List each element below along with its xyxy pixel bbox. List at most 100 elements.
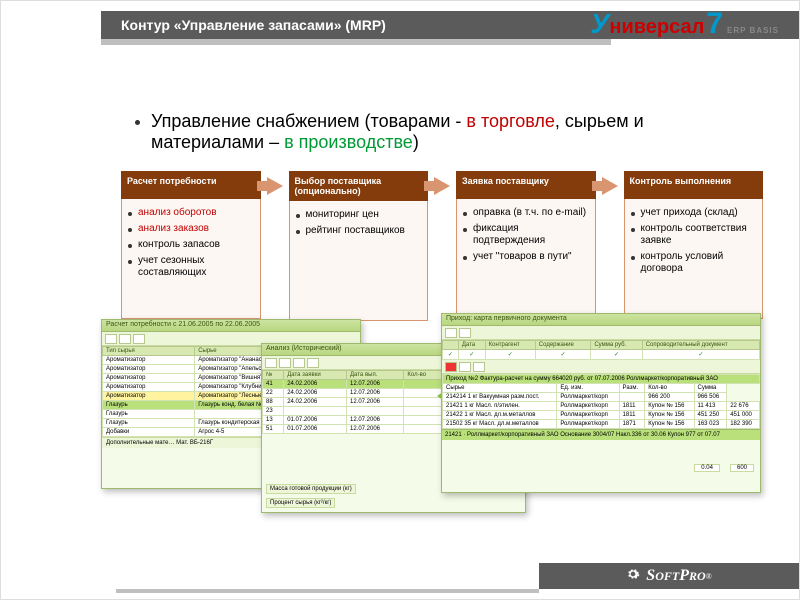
win3-title: Приход: карта первичного документа bbox=[442, 314, 760, 326]
cell bbox=[404, 407, 444, 416]
stage-item: учет "товаров в пути" bbox=[463, 251, 591, 263]
cell: Ароматизатор bbox=[103, 374, 195, 383]
process-row: Расчет потребностианализ оборотованализ … bbox=[121, 171, 769, 321]
stage-box: оправка (в т.ч. по e-mail)фиксация подтв… bbox=[456, 199, 596, 319]
check-icon[interactable]: ✓ bbox=[642, 350, 759, 360]
tab-header[interactable]: Дата bbox=[458, 341, 485, 350]
cell: 41 bbox=[263, 380, 284, 389]
cell: 1871 bbox=[619, 420, 645, 429]
toolbar-btn[interactable] bbox=[459, 362, 471, 372]
stage-item: рейтинг поставщиков bbox=[296, 225, 424, 237]
win2-footer2: Процент сырья (кг²/кг) bbox=[266, 498, 335, 508]
bullet-icon bbox=[135, 120, 140, 125]
win3-grid: Приход №2 Фактура-расчет на сумму 664020… bbox=[442, 374, 760, 429]
stage-header: Расчет потребности bbox=[121, 171, 261, 199]
cell: 21502 35 кг Масл. дл.м.металлов bbox=[443, 420, 557, 429]
tab-header[interactable]: Содержание bbox=[535, 341, 591, 350]
footer-underline bbox=[116, 589, 539, 593]
toolbar-btn[interactable] bbox=[459, 328, 471, 338]
cell: 12.07.2006 bbox=[346, 398, 403, 407]
cell: 163 023 bbox=[694, 420, 727, 429]
cell bbox=[619, 393, 645, 402]
check-icon[interactable]: ✓ bbox=[485, 350, 535, 360]
cell: Ароматизатор bbox=[103, 392, 195, 401]
cell: 1811 bbox=[619, 411, 645, 420]
toolbar-btn[interactable] bbox=[265, 358, 277, 368]
cell bbox=[404, 380, 444, 389]
stage-item: учет сезонных составляющих bbox=[128, 255, 256, 279]
table-row[interactable]: 21422 1 кг Масл. дл.м.металловРоллмаркет… bbox=[443, 411, 760, 420]
arrow-icon bbox=[434, 177, 450, 195]
cell: 11 413 bbox=[694, 402, 727, 411]
cell: Добавки bbox=[103, 428, 195, 437]
cell: 01.07.2006 bbox=[284, 425, 347, 434]
cell: Роллмаркет/корп bbox=[557, 411, 619, 420]
stage-item: фиксация подтверждения bbox=[463, 223, 591, 247]
stage: Контроль выполненияучет прихода (склад)к… bbox=[624, 171, 764, 319]
stage-item: контроль запасов bbox=[128, 239, 256, 251]
col-header: Тип сырья bbox=[103, 347, 195, 356]
cell bbox=[404, 416, 444, 425]
tab-header[interactable]: Контрагент bbox=[485, 341, 535, 350]
toolbar-btn[interactable] bbox=[279, 358, 291, 368]
stage-box: учет прихода (склад)контроль соответстви… bbox=[624, 199, 764, 319]
toolbar-btn[interactable] bbox=[119, 334, 131, 344]
toolbar-btn[interactable] bbox=[307, 358, 319, 368]
stage-header: Контроль выполнения bbox=[624, 171, 764, 199]
cell bbox=[346, 407, 403, 416]
cell: 966 200 bbox=[645, 393, 694, 402]
cell: Купон № 156 bbox=[645, 411, 694, 420]
toolbar-btn[interactable] bbox=[105, 334, 117, 344]
cell: Глазурь bbox=[103, 410, 195, 419]
stage-box: мониторинг цен рейтинг поставщиков bbox=[289, 201, 429, 321]
cell: 451 000 bbox=[727, 411, 760, 420]
table-row[interactable]: СырьеЕд. изм.Разм.Кол-воСумма bbox=[443, 384, 760, 393]
reg-mark: ® bbox=[706, 572, 712, 581]
cell: 966 506 bbox=[694, 393, 727, 402]
stage: Выбор поставщика (опционально)мониторинг… bbox=[289, 171, 429, 321]
cell: Роллмаркет/корп bbox=[557, 420, 619, 429]
table-row[interactable]: Приход №2 Фактура-расчет на сумму 664020… bbox=[443, 375, 760, 384]
tab-header[interactable]: Сопроводительный документ bbox=[642, 341, 759, 350]
check-icon[interactable]: ✓ bbox=[591, 350, 642, 360]
cell: 1811 bbox=[619, 402, 645, 411]
toolbar-btn[interactable] bbox=[473, 362, 485, 372]
brand-rest: ниверсал bbox=[609, 16, 704, 39]
win3-toolbar bbox=[442, 326, 760, 340]
cell: Ароматизатор bbox=[103, 383, 195, 392]
cell: 88 bbox=[263, 398, 284, 407]
toolbar-btn[interactable] bbox=[445, 328, 457, 338]
arrow-icon bbox=[602, 177, 618, 195]
stage-item: контроль условий договора bbox=[631, 251, 759, 275]
table-row[interactable]: 21502 35 кг Масл. дл.м.металловРоллмарке… bbox=[443, 420, 760, 429]
cell: 21421 1 кг Масл. п/этилен. bbox=[443, 402, 557, 411]
cell: Роллмаркет/корп bbox=[557, 393, 619, 402]
tab-header[interactable] bbox=[443, 341, 459, 350]
stage-header: Выбор поставщика (опционально) bbox=[289, 171, 429, 201]
check-icon[interactable]: ✓ bbox=[535, 350, 591, 360]
header-underline bbox=[101, 39, 611, 45]
total-1: 0.04 bbox=[694, 464, 720, 472]
footer-brand-text: SOFTPRO bbox=[646, 567, 705, 585]
stage-item: мониторинг цен bbox=[296, 209, 424, 221]
cell: 22 bbox=[263, 389, 284, 398]
cell: 24.02.2006 bbox=[284, 398, 347, 407]
toolbar-btn[interactable] bbox=[293, 358, 305, 368]
check-icon[interactable]: ✓ bbox=[443, 350, 459, 360]
close-icon[interactable] bbox=[445, 362, 457, 372]
main-title: Управление снабжением (товарами - в торг… bbox=[151, 111, 739, 153]
win3-totals: 0.04 600 bbox=[694, 464, 754, 472]
stage-item: анализ оборотов bbox=[128, 207, 256, 219]
table-row[interactable]: 214214 1 кг Вакуумная разм.пост.Роллмарк… bbox=[443, 393, 760, 402]
cell: Ароматизатор bbox=[103, 365, 195, 374]
col-header: Дата заявки bbox=[284, 371, 347, 380]
toolbar-btn[interactable] bbox=[133, 334, 145, 344]
check-icon[interactable]: ✓ bbox=[458, 350, 485, 360]
arrow-icon bbox=[267, 177, 283, 195]
cell bbox=[284, 407, 347, 416]
cell: 23 bbox=[263, 407, 284, 416]
brand-seven: 7 bbox=[706, 7, 723, 41]
cell: Ароматизатор bbox=[103, 356, 195, 365]
tab-header[interactable]: Сумма руб. bbox=[591, 341, 642, 350]
table-row[interactable]: 21421 1 кг Масл. п/этилен.Роллмаркет/кор… bbox=[443, 402, 760, 411]
